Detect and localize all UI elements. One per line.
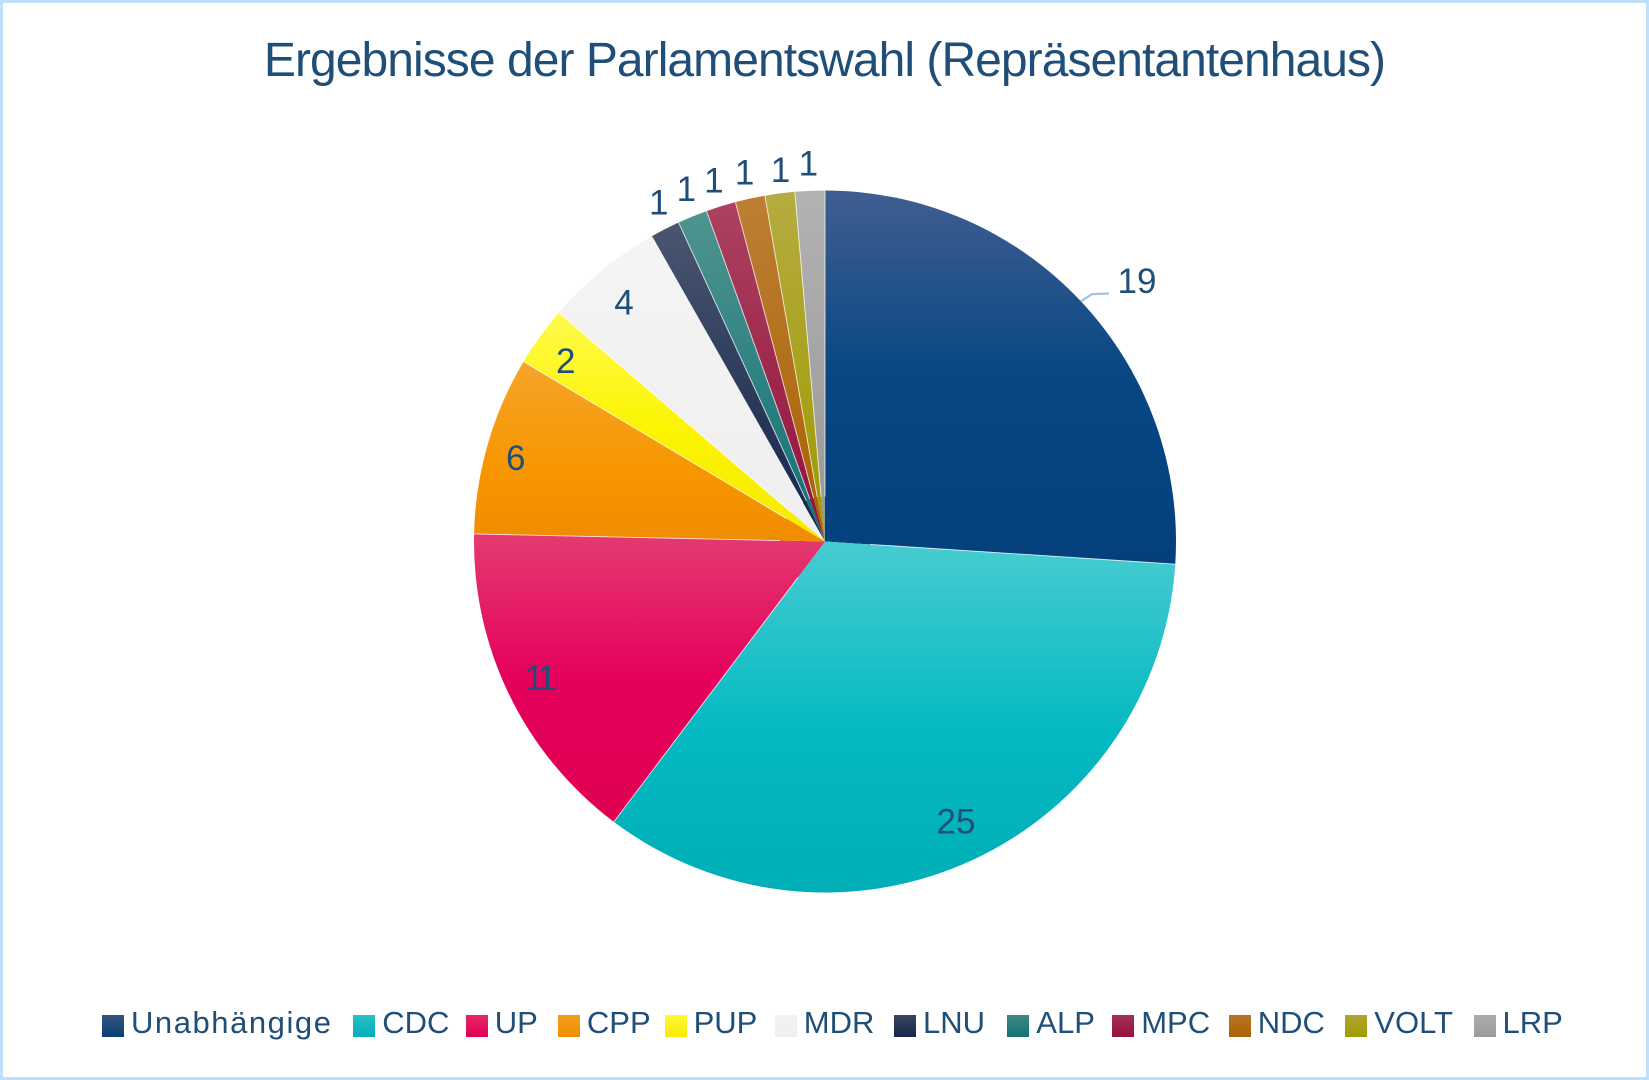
svg-text:2: 2 bbox=[556, 342, 575, 381]
svg-text:1: 1 bbox=[799, 145, 818, 184]
svg-text:1: 1 bbox=[649, 183, 668, 222]
svg-text:1: 1 bbox=[771, 151, 790, 190]
svg-text:1: 1 bbox=[704, 161, 723, 200]
svg-text:25: 25 bbox=[937, 803, 976, 842]
svg-text:1: 1 bbox=[735, 153, 754, 192]
svg-text:4: 4 bbox=[614, 284, 633, 323]
svg-text:11: 11 bbox=[524, 659, 555, 698]
svg-text:6: 6 bbox=[506, 439, 525, 478]
svg-text:19: 19 bbox=[1118, 262, 1157, 301]
svg-text:1: 1 bbox=[677, 170, 696, 209]
